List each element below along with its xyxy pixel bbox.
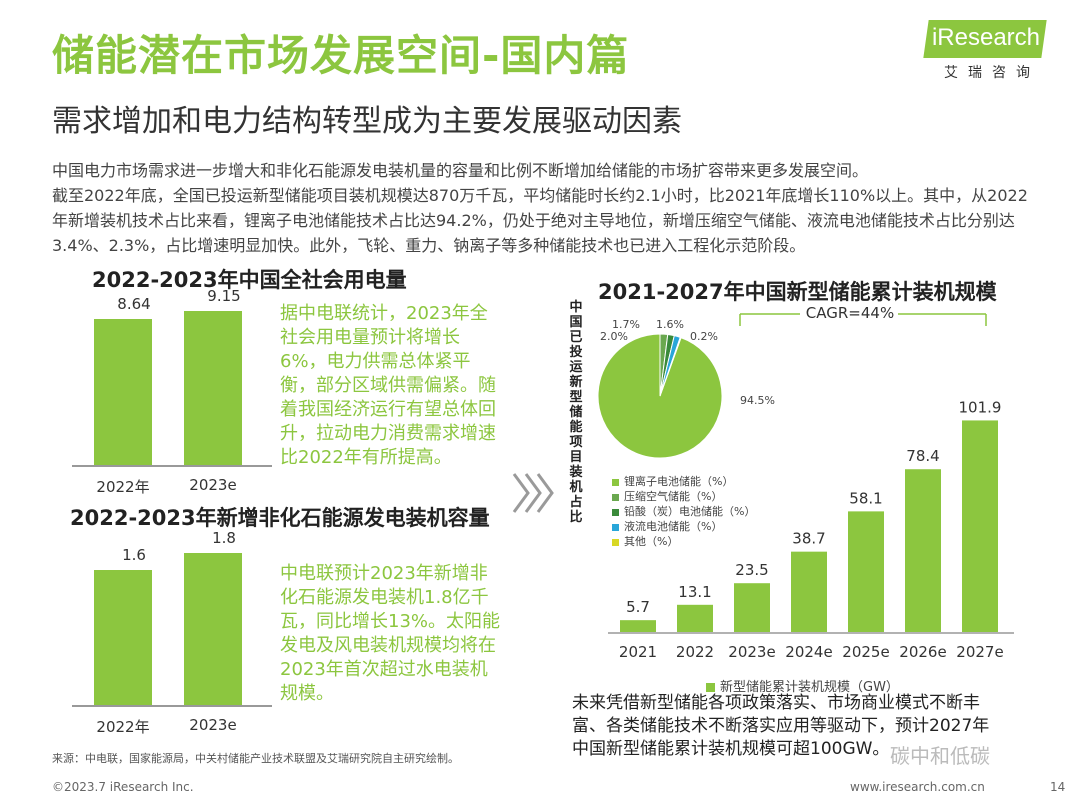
chart4-category-label: 2021 bbox=[619, 643, 657, 661]
chart4-value-label: 78.4 bbox=[906, 447, 939, 465]
chevron-right-icon bbox=[512, 473, 554, 513]
chart4-legend: 新型储能累计装机规模（GW） bbox=[706, 676, 899, 695]
chart2-bar bbox=[94, 570, 152, 705]
chart1-axis bbox=[72, 465, 272, 467]
watermark-text: 碳中和低碳 bbox=[890, 744, 990, 768]
chart1-category-label: 2022年 bbox=[96, 478, 150, 496]
legend-swatch bbox=[612, 478, 619, 486]
page-subtitle: 需求增加和电力结构转型成为主要发展驱动因素 bbox=[52, 104, 682, 139]
chart4-category-label: 2025e bbox=[842, 643, 889, 661]
intro-line-2: 截至2022年底，全国已投运新型储能项目装机规模达870万千瓦，平均储能时长约2… bbox=[52, 186, 1028, 255]
chart2-axis bbox=[72, 705, 272, 707]
chart4-category-label: 2022 bbox=[676, 643, 714, 661]
chart4-value-label: 58.1 bbox=[849, 489, 882, 507]
chart4-value-label: 5.7 bbox=[626, 598, 650, 616]
chart4-bar bbox=[848, 511, 884, 632]
pie-vertical-label: 中国已投运新型储能项目装机占比 bbox=[569, 300, 583, 525]
chart4-category-label: 2023e bbox=[728, 643, 775, 661]
pie-chart: 94.5% 2.0%1.7% 1.6% 0.2% bbox=[597, 318, 775, 459]
chart4-bar bbox=[620, 620, 656, 632]
chart4-category-label: 2024e bbox=[785, 643, 832, 661]
chart4-title: 2021-2027年中国新型储能累计装机规模 bbox=[598, 280, 997, 304]
chart4-bar bbox=[677, 604, 713, 632]
chart4-category-label: 2027e bbox=[956, 643, 1003, 661]
chart1-note: 据中电联统计，2023年全社会用电量预计将增长6%，电力供需总体紧平衡，部分区域… bbox=[280, 303, 496, 468]
legend-swatch bbox=[706, 683, 715, 692]
iresearch-logo: iResearch 艾瑞咨询 bbox=[910, 20, 1050, 81]
pie-legend-item: 压缩空气储能（%） bbox=[612, 489, 755, 504]
pie-legend-label: 锂离子电池储能（%） bbox=[624, 475, 734, 488]
pie-slice-label: 1.7% bbox=[612, 318, 640, 331]
pie-legend-label: 压缩空气储能（%） bbox=[624, 490, 723, 503]
pie-legend-label: 其他（%） bbox=[624, 535, 679, 548]
footer-copyright: ©2023.7 iResearch Inc. bbox=[52, 780, 194, 794]
conclusion-text: 未来凭借新型储能各项政策落实、市场商业模式不断丰富、各类储能技术不断落实应用等驱… bbox=[572, 693, 990, 759]
chart2-value-label: 1.6 bbox=[122, 546, 146, 565]
pie-legend-label: 液流电池储能（%） bbox=[624, 520, 723, 533]
pie-legend-label: 铅酸（炭）电池储能（%） bbox=[624, 505, 756, 518]
chart2-category-label: 2022年 bbox=[96, 718, 150, 736]
pie-legend-item: 铅酸（炭）电池储能（%） bbox=[612, 504, 755, 519]
chart4-value-label: 101.9 bbox=[959, 398, 1002, 416]
chart4-bar bbox=[791, 551, 827, 632]
logo-brand-text: iResearch bbox=[931, 24, 1040, 51]
chart4-bar-chart: 5.7 2021 13.1 2022 23.5 2023e 38.7 2024e 58.1 202… bbox=[608, 398, 1014, 661]
chart1-bar-chart: 8.64 9.15 2022年 2023e bbox=[72, 286, 272, 500]
pie-slice-label: 2.0% bbox=[600, 330, 628, 343]
chart2-bar-chart: 1.6 1.8 2022年 2023e bbox=[72, 529, 272, 740]
cagr-bracket bbox=[739, 313, 987, 326]
pie-legend-item: 液流电池储能（%） bbox=[612, 519, 755, 534]
pie-slice-label: 94.5% bbox=[740, 394, 775, 407]
chart2-bar bbox=[184, 553, 242, 705]
chart1-bar bbox=[94, 319, 152, 465]
chart2-category-label: 2023e bbox=[189, 716, 237, 734]
chart4-bar bbox=[734, 583, 770, 632]
chart4-bar bbox=[962, 420, 998, 632]
pie-legend-item: 锂离子电池储能（%） bbox=[612, 474, 755, 489]
intro-paragraph: 中国电力市场需求进一步增大和非化石能源发电装机量的容量和比例不断增加给储能的市场… bbox=[52, 158, 1042, 258]
legend-swatch bbox=[612, 508, 619, 516]
chart4-bar bbox=[905, 469, 941, 632]
chart1-bar bbox=[184, 310, 242, 465]
chart4-value-label: 13.1 bbox=[678, 583, 711, 601]
chart2-note: 中电联预计2023年新增非化石能源发电装机1.8亿千瓦，同比增长13%。太阳能发… bbox=[280, 563, 501, 704]
page-number: 14 bbox=[1050, 780, 1066, 794]
chart4-category-label: 2026e bbox=[899, 643, 946, 661]
pie-slice bbox=[659, 336, 682, 397]
source-note: 来源：中电联，国家能源局，中关村储能产业技术联盟及艾瑞研究院自主研究绘制。 bbox=[52, 752, 459, 765]
chart4-legend-label: 新型储能累计装机规模（GW） bbox=[720, 680, 899, 695]
pie-legend-item: 其他（%） bbox=[612, 534, 755, 549]
chart2-value-label: 1.8 bbox=[212, 529, 236, 548]
intro-line-1: 中国电力市场需求进一步增大和非化石能源发电装机量的容量和比例不断增加给储能的市场… bbox=[52, 161, 869, 180]
logo-cn-text: 艾瑞咨询 bbox=[944, 65, 1040, 81]
chart1-title: 2022-2023年中国全社会用电量 bbox=[92, 268, 407, 292]
pie-legend: 锂离子电池储能（%） 压缩空气储能（%） 铅酸（炭）电池储能（%） 液流电池储能（%）… bbox=[612, 474, 755, 549]
cagr-label: CAGR=44% bbox=[805, 304, 895, 322]
legend-swatch bbox=[612, 523, 619, 531]
legend-swatch bbox=[612, 493, 619, 501]
chart2-title: 2022-2023年新增非化石能源发电装机容量 bbox=[70, 506, 490, 530]
pie-slice-label: 1.6% bbox=[656, 318, 684, 331]
chart4-value-label: 38.7 bbox=[792, 530, 825, 548]
chart4-value-label: 23.5 bbox=[735, 561, 768, 579]
pie-slice-label: 0.2% bbox=[690, 330, 718, 343]
legend-swatch bbox=[612, 538, 619, 546]
chart1-category-label: 2023e bbox=[189, 476, 237, 494]
chart1-value-label: 9.15 bbox=[207, 286, 241, 305]
footer-url: www.iresearch.com.cn bbox=[850, 780, 985, 794]
chart1-value-label: 8.64 bbox=[117, 295, 151, 314]
page-title: 储能潜在市场发展空间-国内篇 bbox=[52, 31, 630, 80]
